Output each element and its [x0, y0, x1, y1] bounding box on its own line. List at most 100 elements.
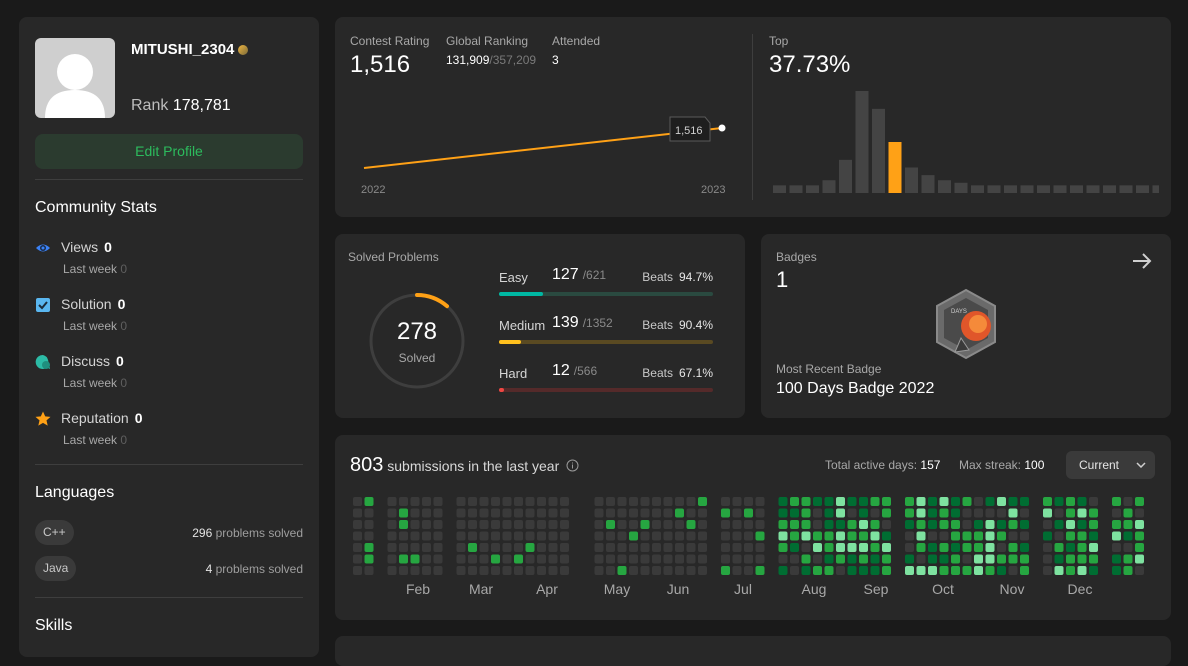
heatmap-cell[interactable]: [1135, 520, 1144, 529]
heatmap-cell[interactable]: [387, 508, 397, 518]
heatmap-cell[interactable]: [410, 543, 420, 552]
heatmap-cell[interactable]: [663, 497, 673, 506]
heatmap-cell[interactable]: [744, 566, 753, 575]
heatmap-cell[interactable]: [1089, 543, 1098, 552]
heatmap-cell[interactable]: [468, 497, 477, 506]
heatmap-cell[interactable]: [456, 543, 466, 552]
heatmap-cell[interactable]: [537, 566, 546, 575]
heatmap-cell[interactable]: [1123, 531, 1133, 541]
heatmap-cell[interactable]: [617, 520, 627, 529]
heatmap-cell[interactable]: [778, 543, 788, 552]
heatmap-cell[interactable]: [974, 554, 983, 564]
histogram-bar[interactable]: [1103, 185, 1116, 193]
heatmap-cell[interactable]: [617, 543, 627, 552]
heatmap-cell[interactable]: [468, 543, 477, 552]
heatmap-cell[interactable]: [824, 543, 834, 552]
heatmap-cell[interactable]: [353, 497, 362, 506]
heatmap-cell[interactable]: [387, 497, 397, 506]
heatmap-cell[interactable]: [778, 531, 788, 541]
heatmap-cell[interactable]: [824, 566, 834, 575]
heatmap-cell[interactable]: [502, 520, 512, 529]
heatmap-cell[interactable]: [790, 520, 799, 529]
heatmap-cell[interactable]: [491, 520, 500, 529]
heatmap-cell[interactable]: [1020, 497, 1029, 506]
heatmap-cell[interactable]: [491, 508, 500, 518]
heatmap-cell[interactable]: [1054, 497, 1064, 506]
heatmap-cell[interactable]: [1043, 497, 1052, 506]
heatmap-cell[interactable]: [859, 566, 868, 575]
heatmap-cell[interactable]: [560, 497, 569, 506]
heatmap-cell[interactable]: [882, 531, 891, 541]
heatmap-cell[interactable]: [1043, 543, 1052, 552]
heatmap-cell[interactable]: [387, 554, 397, 564]
heatmap-cell[interactable]: [364, 520, 374, 529]
heatmap-cell[interactable]: [640, 543, 650, 552]
heatmap-cell[interactable]: [479, 508, 489, 518]
heatmap-cell[interactable]: [870, 566, 880, 575]
heatmap-cell[interactable]: [836, 520, 845, 529]
heatmap-cell[interactable]: [801, 520, 811, 529]
heatmap-cell[interactable]: [491, 497, 500, 506]
heatmap-cell[interactable]: [1089, 520, 1098, 529]
heatmap-cell[interactable]: [859, 531, 868, 541]
heatmap-cell[interactable]: [905, 531, 914, 541]
heatmap-cell[interactable]: [962, 497, 972, 506]
heatmap-cell[interactable]: [951, 554, 960, 564]
heatmap-cell[interactable]: [686, 566, 696, 575]
heatmap-cell[interactable]: [916, 543, 926, 552]
heatmap-cell[interactable]: [422, 543, 431, 552]
heatmap-cell[interactable]: [1077, 497, 1087, 506]
heatmap-cell[interactable]: [1135, 531, 1144, 541]
heatmap-cell[interactable]: [663, 566, 673, 575]
histogram-bar[interactable]: [987, 185, 1001, 193]
heatmap-cell[interactable]: [997, 531, 1006, 541]
heatmap-cell[interactable]: [399, 508, 408, 518]
heatmap-cell[interactable]: [410, 497, 420, 506]
heatmap-cell[interactable]: [1089, 531, 1098, 541]
heatmap-cell[interactable]: [905, 497, 914, 506]
histogram-bar[interactable]: [905, 167, 918, 194]
heatmap-cell[interactable]: [686, 531, 696, 541]
heatmap-cell[interactable]: [502, 497, 512, 506]
heatmap-cell[interactable]: [491, 554, 500, 564]
heatmap-cell[interactable]: [629, 531, 638, 541]
heatmap-cell[interactable]: [640, 508, 650, 518]
heatmap-cell[interactable]: [928, 566, 937, 575]
heatmap-cell[interactable]: [479, 543, 489, 552]
heatmap-cell[interactable]: [755, 531, 765, 541]
heatmap-cell[interactable]: [422, 531, 431, 541]
heatmap-cell[interactable]: [847, 554, 857, 564]
language-tag[interactable]: C++: [35, 520, 74, 545]
heatmap-cell[interactable]: [1077, 543, 1087, 552]
heatmap-cell[interactable]: [479, 554, 489, 564]
heatmap-cell[interactable]: [1077, 531, 1087, 541]
heatmap-cell[interactable]: [514, 566, 523, 575]
heatmap-cell[interactable]: [433, 531, 443, 541]
heatmap-cell[interactable]: [744, 520, 753, 529]
arrow-right-icon[interactable]: [1131, 250, 1153, 272]
heatmap-cell[interactable]: [721, 566, 730, 575]
histogram-bar[interactable]: [1053, 185, 1067, 193]
heatmap-cell[interactable]: [698, 508, 707, 518]
heatmap-cell[interactable]: [928, 543, 937, 552]
heatmap-cell[interactable]: [675, 497, 684, 506]
heatmap-cell[interactable]: [606, 508, 615, 518]
heatmap-cell[interactable]: [778, 497, 788, 506]
heatmap-cell[interactable]: [433, 508, 443, 518]
heatmap-cell[interactable]: [882, 520, 891, 529]
heatmap-cell[interactable]: [560, 554, 569, 564]
heatmap-cell[interactable]: [962, 566, 972, 575]
heatmap-cell[interactable]: [939, 508, 949, 518]
heatmap-cell[interactable]: [353, 566, 362, 575]
heatmap-cell[interactable]: [468, 531, 477, 541]
heatmap-cell[interactable]: [606, 554, 615, 564]
heatmap-cell[interactable]: [686, 543, 696, 552]
heatmap-cell[interactable]: [502, 531, 512, 541]
heatmap-cell[interactable]: [1054, 543, 1064, 552]
heatmap-cell[interactable]: [778, 520, 788, 529]
heatmap-cell[interactable]: [548, 554, 558, 564]
heatmap-cell[interactable]: [1043, 520, 1052, 529]
heatmap-cell[interactable]: [606, 497, 615, 506]
heatmap-cell[interactable]: [548, 497, 558, 506]
heatmap-cell[interactable]: [514, 554, 523, 564]
